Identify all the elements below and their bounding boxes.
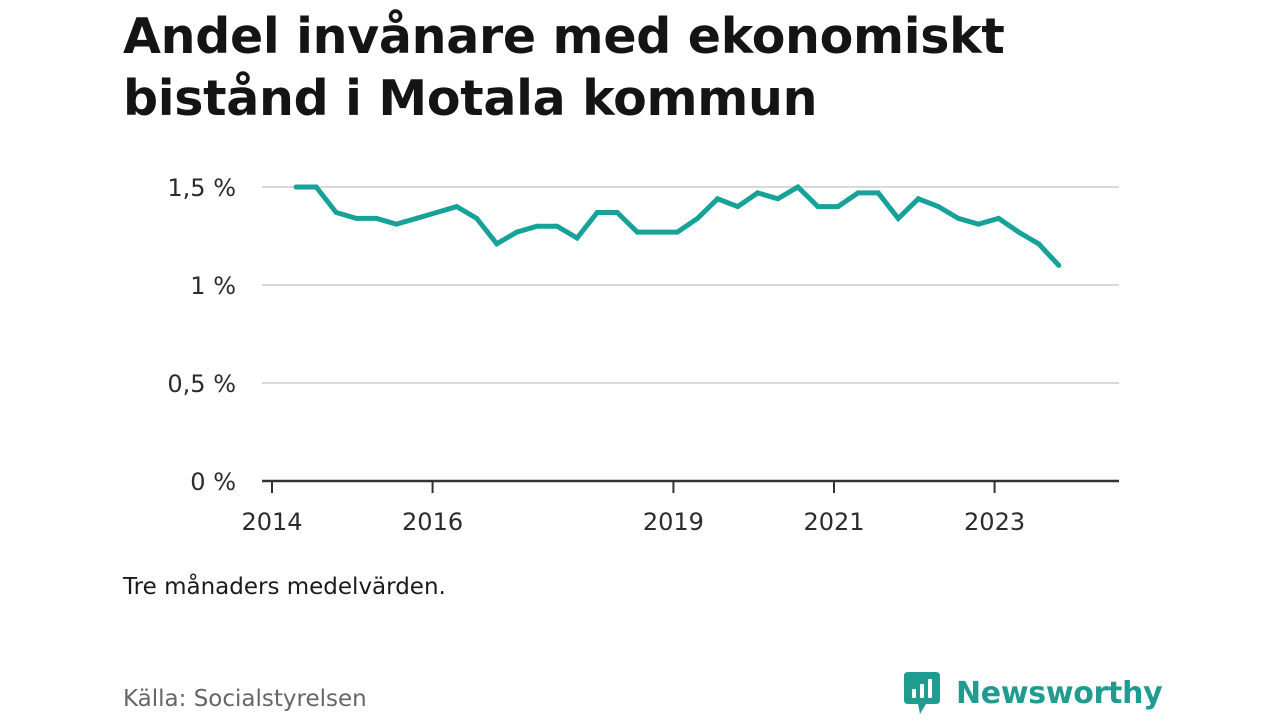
brand-logo[interactable]: Newsworthy	[902, 668, 1163, 718]
series-line	[296, 183, 1061, 268]
data-point	[474, 215, 480, 221]
x-axis: 2014 2016 2019 2021 2023	[241, 479, 1119, 536]
data-point	[393, 221, 399, 227]
gridlines	[262, 186, 1119, 384]
data-point	[1056, 262, 1062, 268]
data-point	[594, 209, 600, 215]
data-point	[454, 204, 460, 210]
data-point	[695, 215, 701, 221]
data-point	[895, 215, 901, 221]
data-point	[333, 209, 339, 215]
data-point	[935, 204, 941, 210]
y-tick-label: 1,5 %	[167, 174, 236, 202]
data-point	[614, 209, 620, 215]
data-point	[554, 223, 560, 229]
x-tick-label: 2023	[964, 508, 1025, 536]
data-point	[494, 241, 500, 247]
data-point	[775, 196, 781, 202]
y-tick-label: 0 %	[190, 468, 236, 496]
data-point	[654, 229, 660, 235]
data-point	[634, 229, 640, 235]
y-tick-label: 1 %	[190, 272, 236, 300]
source-text: Källa: Socialstyrelsen	[123, 686, 367, 712]
data-point	[1036, 241, 1042, 247]
x-tick-label: 2019	[643, 508, 704, 536]
data-point	[373, 215, 379, 221]
data-point	[976, 221, 982, 227]
y-axis-labels: 0 % 0,5 % 1 % 1,5 %	[167, 174, 236, 496]
data-point	[293, 184, 299, 190]
x-tick-label: 2021	[803, 508, 864, 536]
data-point	[313, 184, 319, 190]
data-point	[674, 229, 680, 235]
data-point	[715, 196, 721, 202]
data-point	[996, 215, 1002, 221]
chart-title: Andel invånare med ekonomiskt bistånd i …	[123, 8, 1005, 127]
data-point	[534, 223, 540, 229]
data-point	[353, 215, 359, 221]
data-point	[875, 190, 881, 196]
chart-note: Tre månaders medelvärden.	[123, 574, 446, 600]
data-point	[1016, 229, 1022, 235]
data-point	[755, 190, 761, 196]
data-point	[434, 209, 440, 215]
data-point	[574, 235, 580, 241]
data-point	[855, 190, 861, 196]
data-point	[815, 204, 821, 210]
brand-name: Newsworthy	[956, 675, 1163, 711]
data-point	[795, 184, 801, 190]
newsworthy-logo-icon	[904, 672, 940, 714]
data-point	[414, 215, 420, 221]
data-point	[735, 204, 741, 210]
data-point	[835, 204, 841, 210]
data-point	[955, 215, 961, 221]
series-layer	[293, 183, 1062, 268]
x-tick-label: 2016	[402, 508, 463, 536]
data-point	[915, 196, 921, 202]
x-tick-label: 2014	[241, 508, 302, 536]
data-point	[514, 229, 520, 235]
y-tick-label: 0,5 %	[167, 370, 236, 398]
